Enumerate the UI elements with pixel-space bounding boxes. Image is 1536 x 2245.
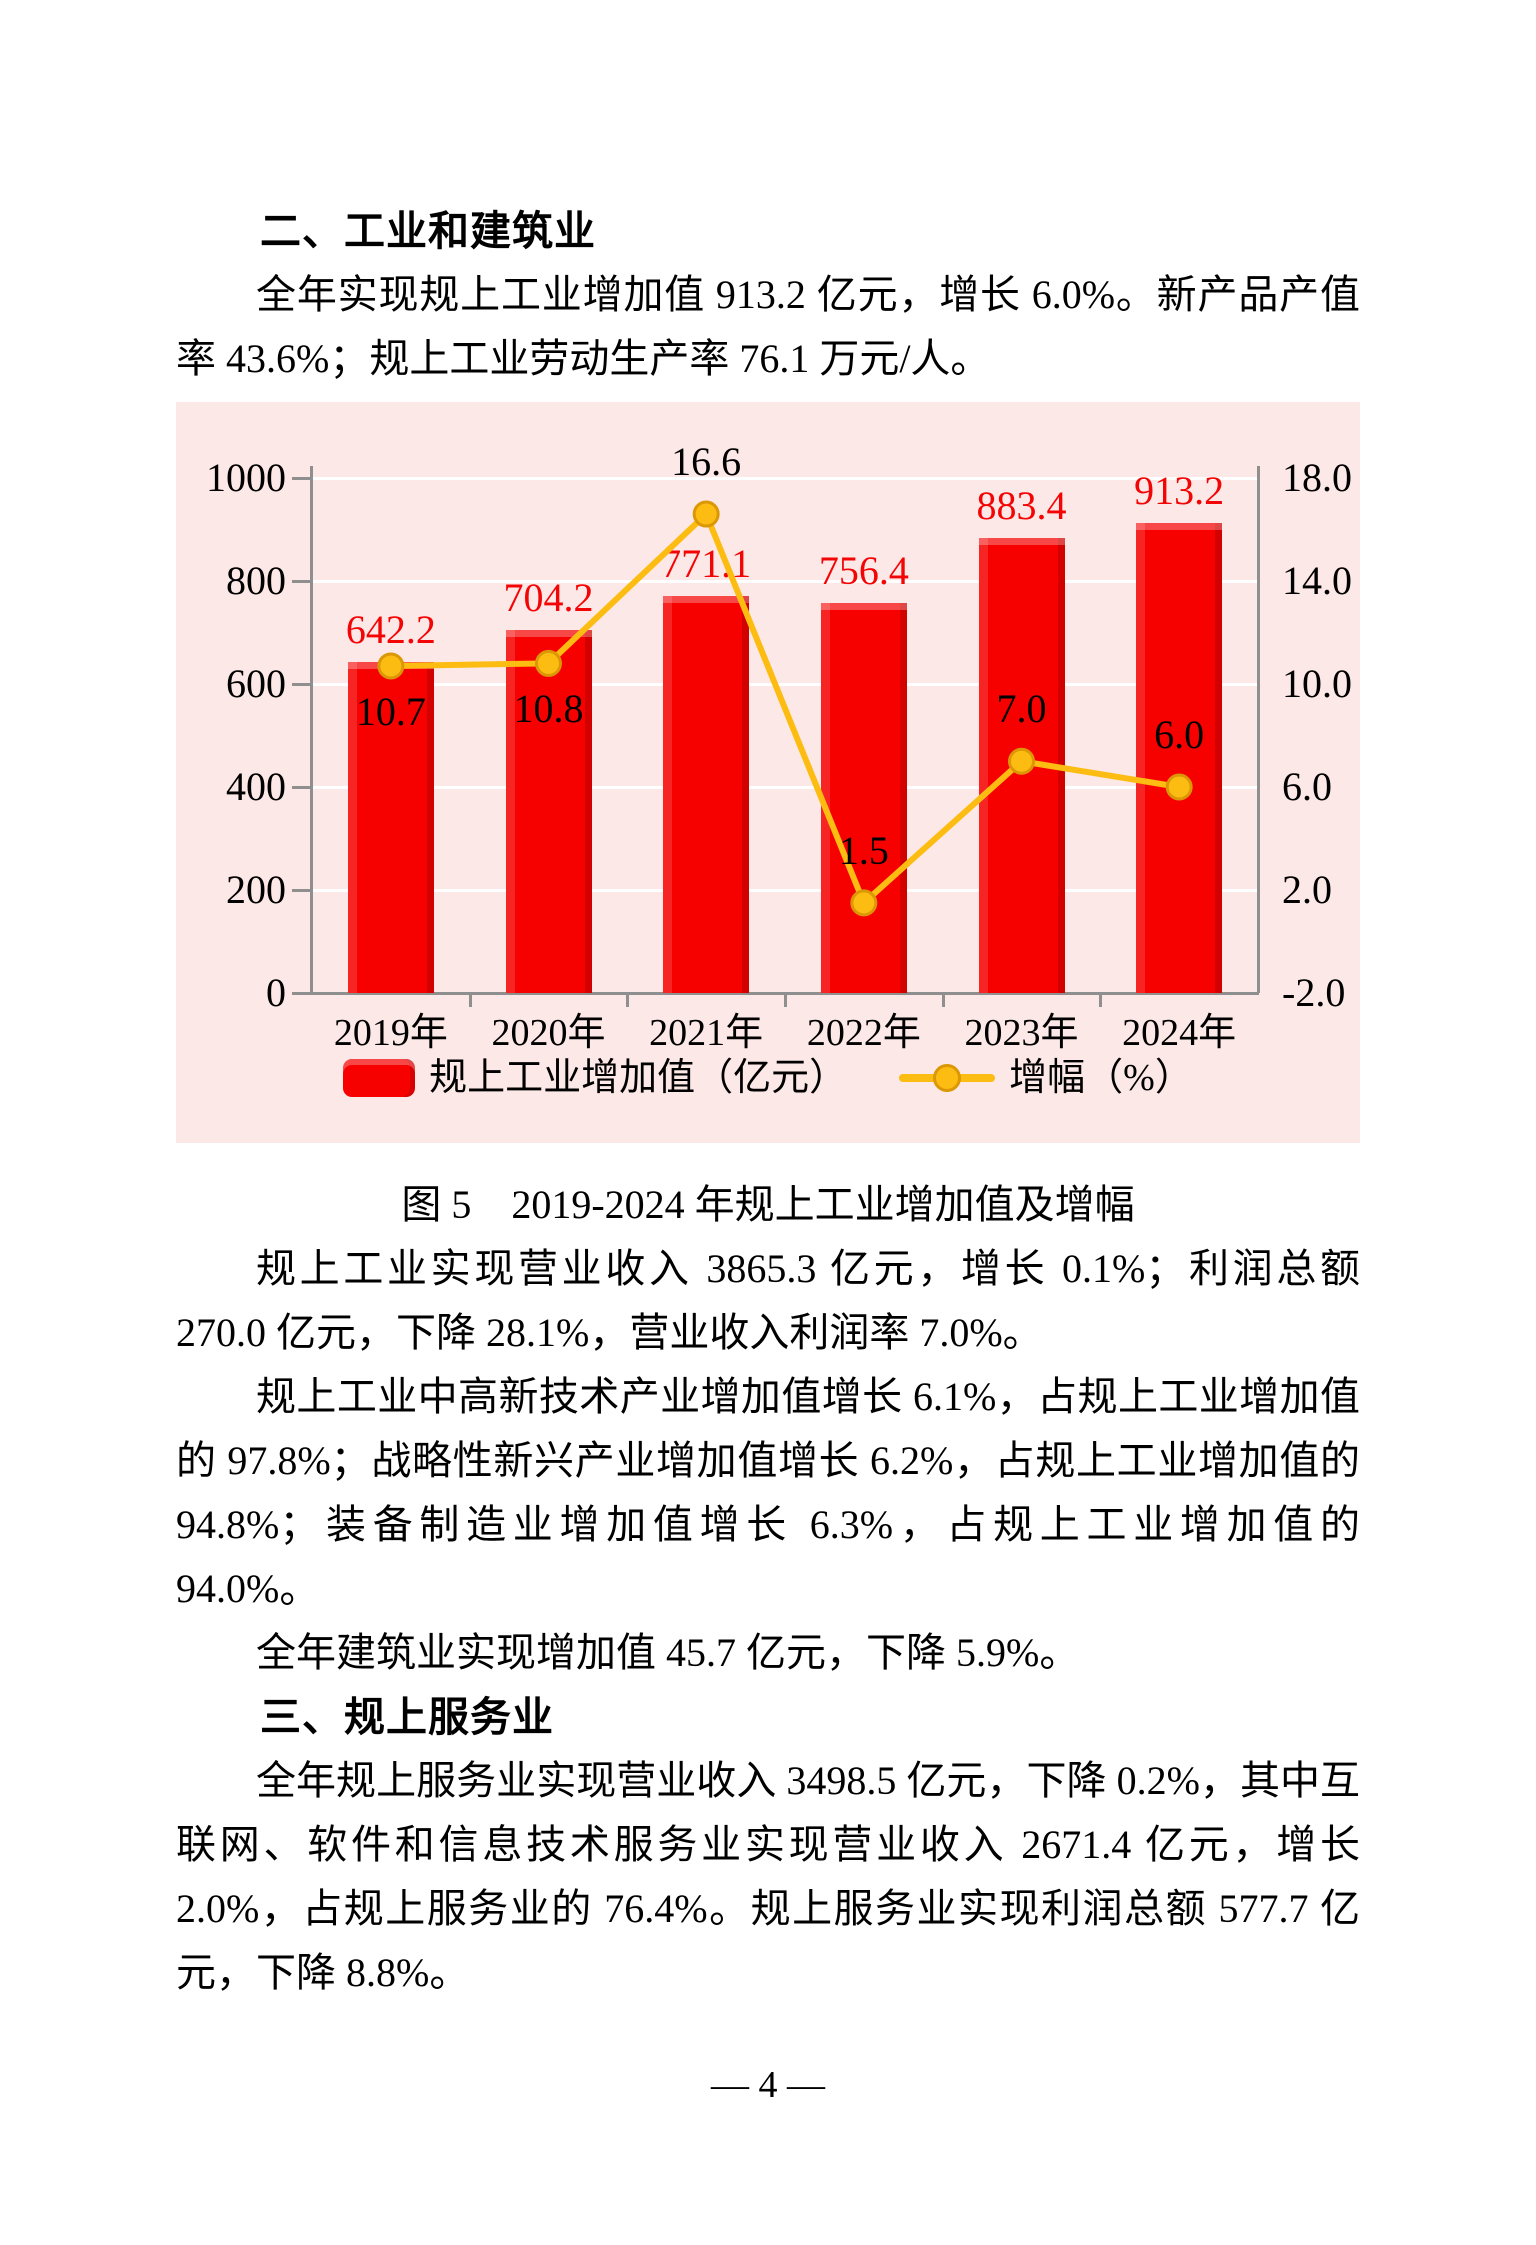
paragraph-hightech-industry: 规上工业中高新技术产业增加值增长 6.1%，占规上工业增加值的 97.8%；战略… — [176, 1374, 1360, 1611]
legend-bar-label: 规上工业增加值（亿元） — [429, 1057, 848, 1099]
bar-value-label: 913.2 — [1134, 467, 1225, 513]
bar-2024年 — [1136, 522, 1223, 993]
bar-2022年 — [820, 603, 907, 993]
rate-value-label: 16.6 — [671, 439, 742, 485]
right-axis-tick-label: 10.0 — [1282, 661, 1352, 706]
left-axis-tick — [292, 683, 310, 686]
chart-gridline — [312, 477, 1258, 480]
x-axis-category-label: 2024年 — [1122, 1012, 1237, 1054]
rate-value-label: 6.0 — [1154, 712, 1205, 757]
left-axis-tick — [292, 786, 310, 789]
bar-value-label: 642.2 — [345, 607, 436, 653]
line-marker-icon — [535, 649, 562, 677]
rate-value-label: 7.0 — [996, 686, 1047, 732]
section-heading-industry: 二、工业和建筑业 — [260, 208, 596, 254]
left-axis-tick — [292, 580, 310, 583]
paragraph-construction: 全年建筑业实现增加值 45.7 亿元，下降 5.9%。 — [256, 1630, 1080, 1675]
section-heading-services: 三、规上服务业 — [260, 1694, 554, 1740]
paragraph-services: 全年规上服务业实现营业收入 3498.5 亿元，下降 0.2%，其中互联网、软件… — [176, 1758, 1360, 1995]
left-axis-tick-label: 200 — [226, 867, 286, 912]
chart-legend: 规上工业增加值（亿元） 增幅（%） — [176, 1054, 1360, 1102]
page-number: — 4 — — [711, 2064, 825, 2106]
industry-chart-panel: 1000 18.0 800 14.0 600 10.0 400 6.0 200 2.0 0 -2.0 6… — [176, 402, 1360, 1143]
chart-gridline — [312, 580, 1258, 583]
bar-2020年 — [505, 630, 592, 993]
right-axis-tick-label: 6.0 — [1282, 764, 1332, 809]
line-series-marker-icon — [899, 1063, 996, 1093]
bar-value-label: 704.2 — [503, 575, 594, 621]
page-content: 二、工业和建筑业 全年实现规上工业增加值 913.2 亿元，增长 6.0%。新产… — [176, 0, 1360, 2117]
left-axis-tick — [292, 477, 310, 480]
x-axis-category-label: 2023年 — [964, 1012, 1079, 1054]
legend-line-label: 增幅（%） — [1009, 1057, 1193, 1099]
x-axis-tick — [1099, 993, 1103, 1007]
line-marker-icon — [1008, 747, 1035, 775]
left-axis-tick-label: 400 — [226, 764, 286, 809]
x-axis-category-label: 2019年 — [333, 1012, 448, 1054]
line-marker-icon — [692, 500, 720, 528]
right-axis-tick-label: -2.0 — [1282, 970, 1346, 1015]
x-axis-tick — [468, 993, 472, 1007]
growth-rate-line — [377, 500, 1193, 917]
x-axis-tick — [941, 993, 945, 1007]
rate-value-label: 10.7 — [355, 688, 426, 734]
left-axis-tick — [292, 889, 310, 892]
x-axis-category-label: 2020年 — [491, 1012, 606, 1054]
chart-gridline — [312, 889, 1258, 892]
bar-value-label: 771.1 — [661, 540, 752, 586]
chart-gridline — [312, 786, 1258, 789]
left-axis-tick — [292, 992, 310, 995]
paragraph-industry-overview: 全年实现规上工业增加值 913.2 亿元，增长 6.0%。新产品产值率 43.6… — [176, 272, 1360, 381]
line-marker-icon — [850, 889, 878, 917]
line-marker-icon — [377, 652, 405, 680]
right-axis-tick-label: 18.0 — [1282, 455, 1352, 500]
left-axis-tick-label: 600 — [226, 661, 286, 706]
right-axis-tick-label: 14.0 — [1282, 558, 1352, 603]
left-axis-tick-label: 1000 — [206, 455, 286, 500]
x-axis-category-label: 2022年 — [806, 1012, 921, 1054]
legend-item-line: 增幅（%） — [899, 1054, 1193, 1102]
bar-2019年 — [347, 662, 434, 993]
rate-value-label: 10.8 — [513, 686, 584, 732]
bar-value-label: 756.4 — [818, 548, 909, 594]
x-axis-tick — [626, 993, 630, 1007]
bar-2021年 — [663, 595, 750, 993]
right-axis-tick-label: 2.0 — [1282, 867, 1332, 912]
left-axis-line — [310, 466, 313, 993]
right-axis-line — [1257, 466, 1260, 993]
chart-gridline — [312, 683, 1258, 686]
left-axis-tick-label: 0 — [266, 970, 286, 1015]
line-marker-icon — [1165, 773, 1193, 801]
x-axis-category-label: 2021年 — [649, 1012, 764, 1054]
figure-caption: 图 5 2019-2024 年规上工业增加值及增幅 — [401, 1182, 1135, 1227]
x-axis-tick — [784, 993, 787, 1007]
bar-series-swatch-icon — [343, 1059, 416, 1097]
legend-item-bar: 规上工业增加值（亿元） — [343, 1054, 847, 1102]
rate-value-label: 1.5 — [838, 827, 889, 873]
bar-value-label: 883.4 — [976, 483, 1067, 529]
paragraph-industry-revenue: 规上工业实现营业收入 3865.3 亿元，增长 0.1%；利润总额 270.0 … — [176, 1246, 1360, 1355]
left-axis-tick-label: 800 — [226, 558, 286, 603]
